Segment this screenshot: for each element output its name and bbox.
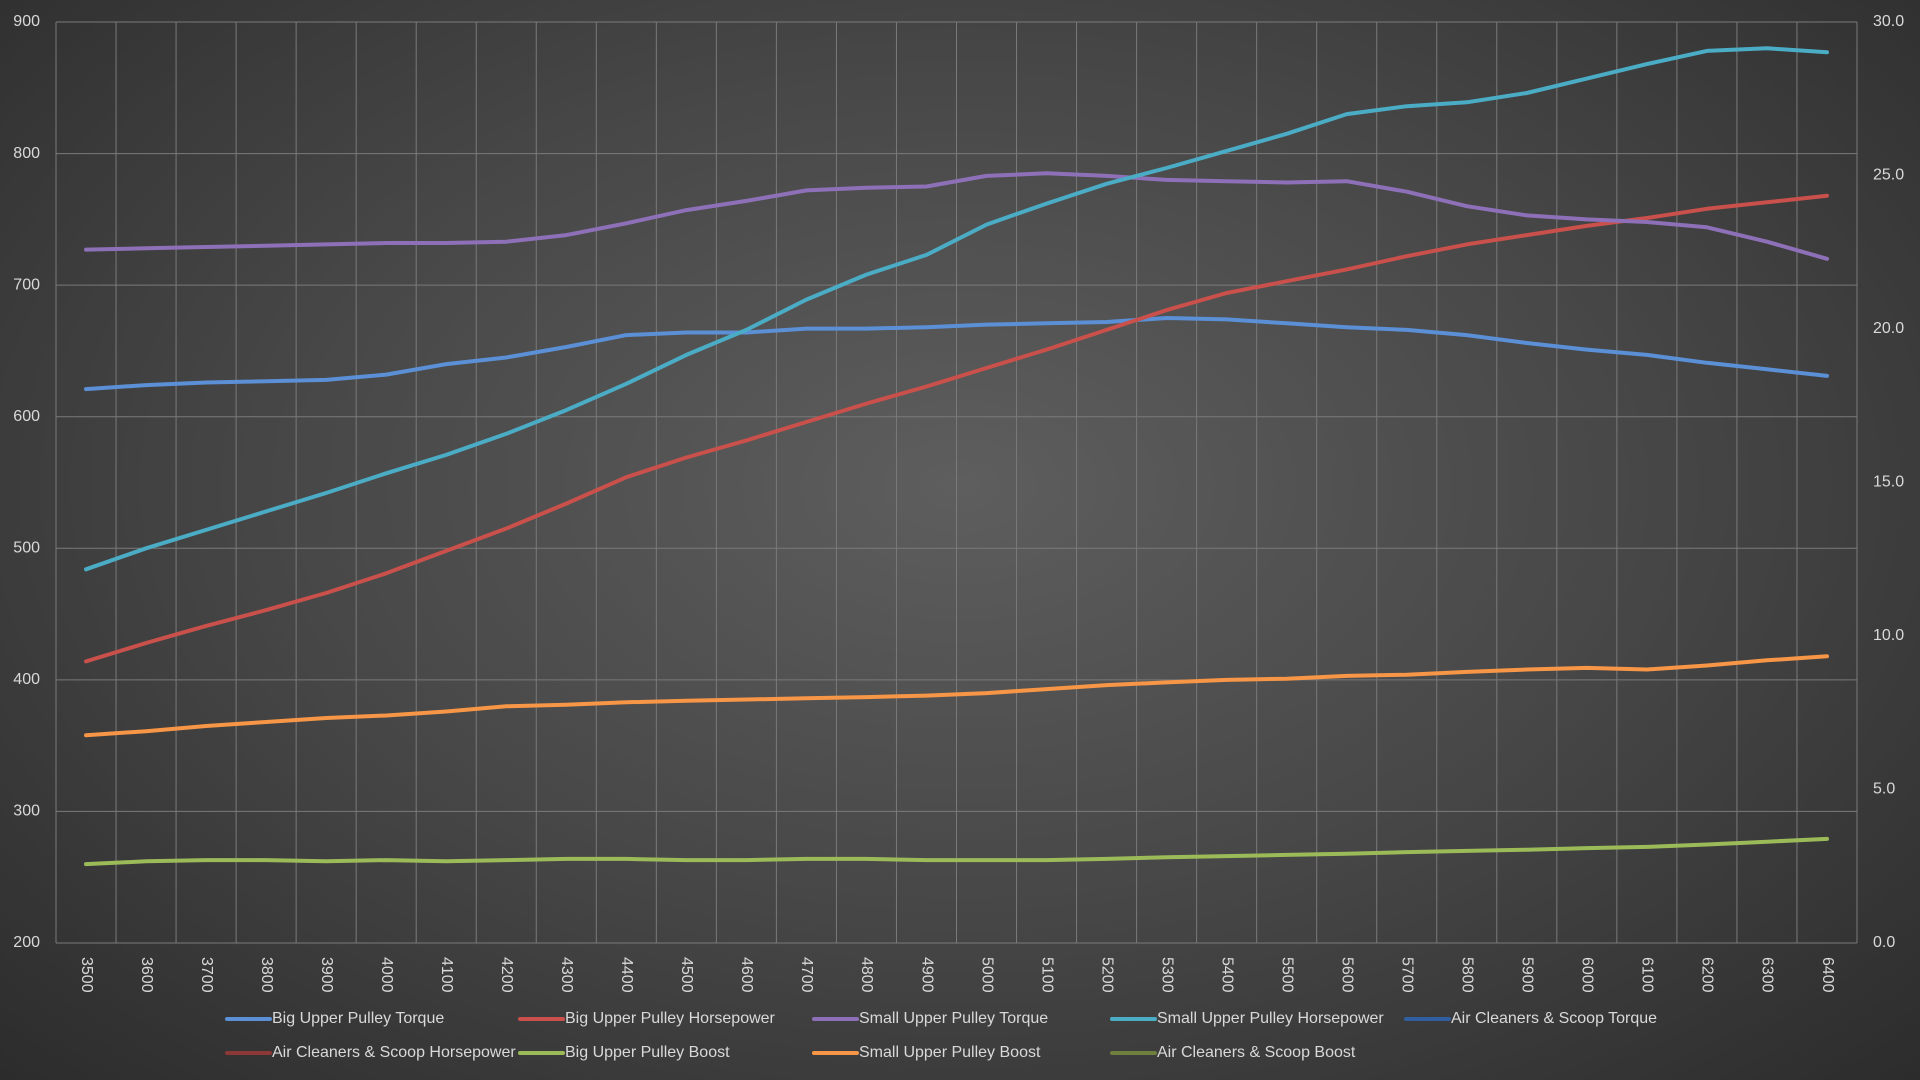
legend-item: Big Upper Pulley Horsepower [518, 1010, 776, 1027]
y2-tick-label: 0.0 [1873, 934, 1895, 951]
series-line [84, 193, 1829, 664]
x-tick-label: 3800 [258, 957, 275, 993]
legend-label: Big Upper Pulley Torque [272, 1010, 444, 1027]
x-tick-label: 4500 [678, 957, 695, 993]
x-tick-label: 4300 [558, 957, 575, 993]
series-line [84, 46, 1829, 572]
legend-item: Big Upper Pulley Torque [225, 1010, 444, 1027]
series-line [84, 316, 1829, 392]
x-tick-label: 5300 [1158, 957, 1175, 993]
legend-label: Small Upper Pulley Boost [859, 1044, 1041, 1061]
x-tick-label: 5000 [978, 957, 995, 993]
x-tick-label: 6300 [1759, 957, 1776, 993]
y-tick-label: 700 [13, 276, 40, 293]
x-tick-label: 4400 [618, 957, 635, 993]
legend-item: Small Upper Pulley Boost [812, 1044, 1041, 1061]
y2-tick-label: 30.0 [1873, 13, 1904, 30]
legend-item: Air Cleaners & Scoop Torque [1404, 1010, 1657, 1027]
legend-label: Big Upper Pulley Boost [565, 1044, 730, 1061]
x-tick-label: 6400 [1819, 957, 1836, 993]
legend-item: Small Upper Pulley Horsepower [1110, 1010, 1384, 1027]
legend-label: Air Cleaners & Scoop Boost [1157, 1044, 1356, 1061]
y2-tick-label: 15.0 [1873, 474, 1904, 491]
x-tick-label: 4700 [798, 957, 815, 993]
y-tick-label: 600 [13, 408, 40, 425]
x-tick-label: 5900 [1519, 957, 1536, 993]
y2-tick-label: 10.0 [1873, 627, 1904, 644]
x-tick-label: 3600 [138, 957, 155, 993]
y-tick-label: 500 [13, 540, 40, 557]
legend-label: Small Upper Pulley Horsepower [1157, 1010, 1384, 1027]
x-tick-label: 4000 [378, 957, 395, 993]
x-tick-label: 5400 [1218, 957, 1235, 993]
y2-tick-label: 20.0 [1873, 320, 1904, 337]
x-tick-label: 5600 [1338, 957, 1355, 993]
legend-item: Small Upper Pulley Torque [812, 1010, 1048, 1027]
y-tick-label: 400 [13, 671, 40, 688]
series-line [84, 171, 1829, 261]
y-tick-label: 300 [13, 803, 40, 820]
y-tick-label: 900 [13, 13, 40, 30]
x-tick-label: 5200 [1098, 957, 1115, 993]
x-tick-label: 4800 [858, 957, 875, 993]
x-tick-label: 4100 [438, 957, 455, 993]
x-tick-label: 4900 [918, 957, 935, 993]
legend-label: Small Upper Pulley Torque [859, 1010, 1048, 1027]
x-tick-label: 5800 [1459, 957, 1476, 993]
series-line [84, 836, 1829, 867]
x-tick-label: 6200 [1699, 957, 1716, 993]
y2-tick-label: 25.0 [1873, 167, 1904, 184]
y-tick-label: 800 [13, 145, 40, 162]
legend-item: Air Cleaners & Scoop Boost [1110, 1044, 1356, 1061]
x-tick-label: 6100 [1639, 957, 1656, 993]
x-tick-label: 5500 [1278, 957, 1295, 993]
series-line [84, 654, 1829, 738]
x-tick-label: 5700 [1399, 957, 1416, 993]
legend-item: Big Upper Pulley Boost [518, 1044, 730, 1061]
x-tick-label: 3700 [198, 957, 215, 993]
legend-label: Big Upper Pulley Horsepower [565, 1010, 776, 1027]
y-tick-label: 200 [13, 934, 40, 951]
legend-label: Air Cleaners & Scoop Torque [1451, 1010, 1657, 1027]
x-tick-label: 5100 [1038, 957, 1055, 993]
x-tick-label: 3500 [78, 957, 95, 993]
x-tick-label: 4200 [498, 957, 515, 993]
legend-item: Air Cleaners & Scoop Horsepower [225, 1044, 516, 1061]
y2-tick-label: 5.0 [1873, 781, 1895, 798]
x-tick-label: 3900 [318, 957, 335, 993]
x-tick-label: 4600 [738, 957, 755, 993]
legend-label: Air Cleaners & Scoop Horsepower [272, 1044, 516, 1061]
x-tick-label: 6000 [1579, 957, 1596, 993]
